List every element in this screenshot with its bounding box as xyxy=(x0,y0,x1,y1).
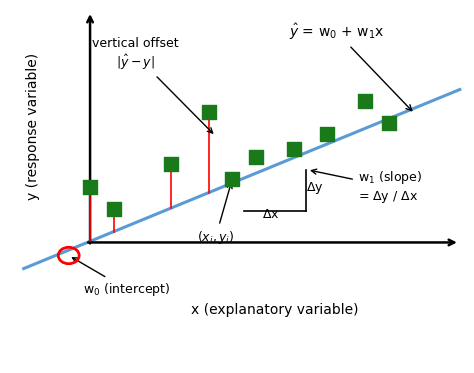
Text: $\hat{y}$ = w$_0$ + w$_1$x: $\hat{y}$ = w$_0$ + w$_1$x xyxy=(289,22,412,111)
Point xyxy=(205,109,212,115)
Point xyxy=(86,184,94,189)
Text: w$_0$ (intercept): w$_0$ (intercept) xyxy=(73,258,170,298)
Text: $\Delta$x: $\Delta$x xyxy=(263,208,280,221)
Point xyxy=(361,98,369,104)
Text: $\Delta$y: $\Delta$y xyxy=(306,180,324,196)
Point xyxy=(385,120,392,126)
Text: vertical offset
$|\hat{y} - y|$: vertical offset $|\hat{y} - y|$ xyxy=(92,37,213,133)
Point xyxy=(167,161,174,167)
Text: $(x_i, y_i)$: $(x_i, y_i)$ xyxy=(197,183,235,245)
Point xyxy=(110,206,118,212)
Point xyxy=(290,146,298,152)
Text: w$_1$ (slope)
= $\Delta$y / $\Delta$x: w$_1$ (slope) = $\Delta$y / $\Delta$x xyxy=(311,169,422,204)
Point xyxy=(228,176,236,182)
Text: x (explanatory variable): x (explanatory variable) xyxy=(191,303,359,317)
Point xyxy=(252,154,260,160)
Point xyxy=(323,131,331,137)
Text: y (response variable): y (response variable) xyxy=(26,53,40,200)
